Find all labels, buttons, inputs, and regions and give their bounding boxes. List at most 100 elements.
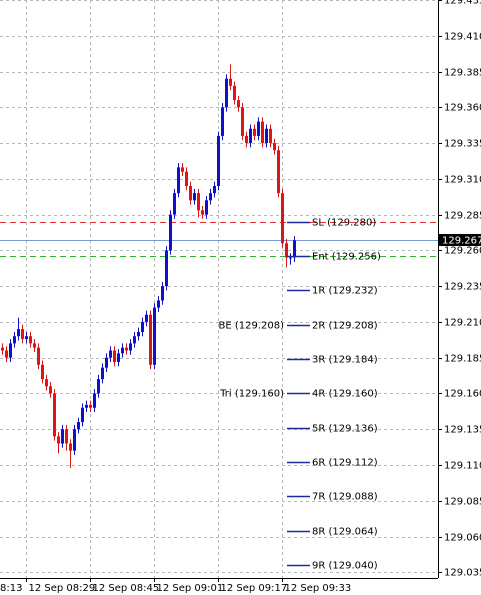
y-tick-label: 129.135 [444,425,481,436]
candle-body [153,307,156,365]
candle-body [177,167,180,194]
candle-body [269,128,272,144]
candle-body [33,343,36,348]
y-tick-label: 129.085 [444,497,481,508]
candle-body [17,329,20,337]
candle-body [25,336,28,340]
candle-body [85,404,88,408]
candle-body [77,422,80,430]
candle-body [289,257,292,259]
candle-body [113,350,116,362]
candle-body [181,167,184,172]
candle-body [261,121,264,144]
candle-body [45,379,48,387]
candle-body [197,193,200,211]
candle-body [5,350,8,358]
y-tick-label: 129.160 [444,389,481,400]
level-label: 7R (129.088) [312,492,378,503]
x-tick-label: 12 Sep 09:33 [285,583,352,594]
candle-body [241,107,244,136]
level-label: 9R (129.040) [312,561,378,572]
candle-body [93,393,96,408]
candle-body [165,250,168,287]
y-tick-label: 129.035 [444,568,481,579]
candle-body [225,78,228,108]
candle-body [145,314,148,322]
candle-body [13,336,16,344]
candle-body [257,121,260,136]
candle-body [89,404,92,408]
level-label: 2R (129.208) [312,321,378,332]
y-tick-label: 129.210 [444,318,481,329]
candle-body [221,107,224,136]
candle-body [37,347,40,365]
candle-body [273,143,276,151]
y-tick-label: 129.410 [444,32,481,43]
x-tick-label: 12 Sep 09:01 [157,583,224,594]
candle-body [185,171,188,186]
level-label: Ent (129.256) [312,252,381,263]
candle-body [117,353,120,362]
y-tick-label: 129.260 [444,246,481,257]
candle-body [125,347,128,351]
price-tag [439,234,481,246]
y-tick-label: 129.110 [444,461,481,472]
candle-body [129,343,132,351]
candle-body [193,193,196,201]
candle-body [249,128,252,144]
candle-body [253,128,256,136]
candle-body [169,214,172,251]
candle-body [229,78,232,86]
side-level-label: BE (129.208) [218,321,284,332]
y-tick-label: 129.385 [444,68,481,79]
candle-body [21,329,24,340]
candle-body [65,429,68,444]
candle-body [121,347,124,354]
candle-body [213,185,216,194]
y-tick-label: 129.310 [444,175,481,186]
y-tick-label: 129.435 [444,0,481,7]
candle-body [237,100,240,108]
candle-body [141,321,144,332]
x-tick-label: 12 Sep 09:17 [221,583,288,594]
candle-body [265,128,268,144]
candle-body [73,429,76,451]
candle-body [157,300,160,308]
candle-body [293,240,296,258]
candle-body [57,436,60,444]
x-tick-label: 12 Sep 08:45 [93,583,160,594]
x-tick-label: 12 Sep 08:29 [29,583,96,594]
candle-body [161,286,164,301]
candle-body [233,85,236,101]
candle-body [29,336,32,344]
level-label: 4R (129.160) [312,389,378,400]
candle-body [245,135,248,144]
candle-body [101,367,104,380]
candle-body [69,443,72,451]
candle-body [201,210,204,215]
price-tag-label: 129.267 [442,236,481,247]
candle-body [9,343,12,358]
y-tick-label: 129.335 [444,139,481,150]
candle-body [49,386,52,394]
candle-body [205,200,208,215]
candle-body [281,193,284,244]
level-label: 6R (129.112) [312,458,378,469]
level-label: SL (129.280) [312,218,376,229]
side-level-label: Tri (129.160) [219,389,284,400]
candle-body [81,407,84,423]
candle-body [97,379,100,394]
level-label: 1R (129.232) [312,286,378,297]
y-tick-label: 129.185 [444,354,481,365]
y-tick-label: 129.360 [444,103,481,114]
candle-body [53,393,56,437]
level-label: 8R (129.064) [312,527,378,538]
candle-body [149,314,152,365]
candle-body [1,347,4,351]
candle-body [109,350,112,358]
candle-body [209,193,212,201]
candle-body [41,364,44,380]
candle-body [137,331,140,337]
